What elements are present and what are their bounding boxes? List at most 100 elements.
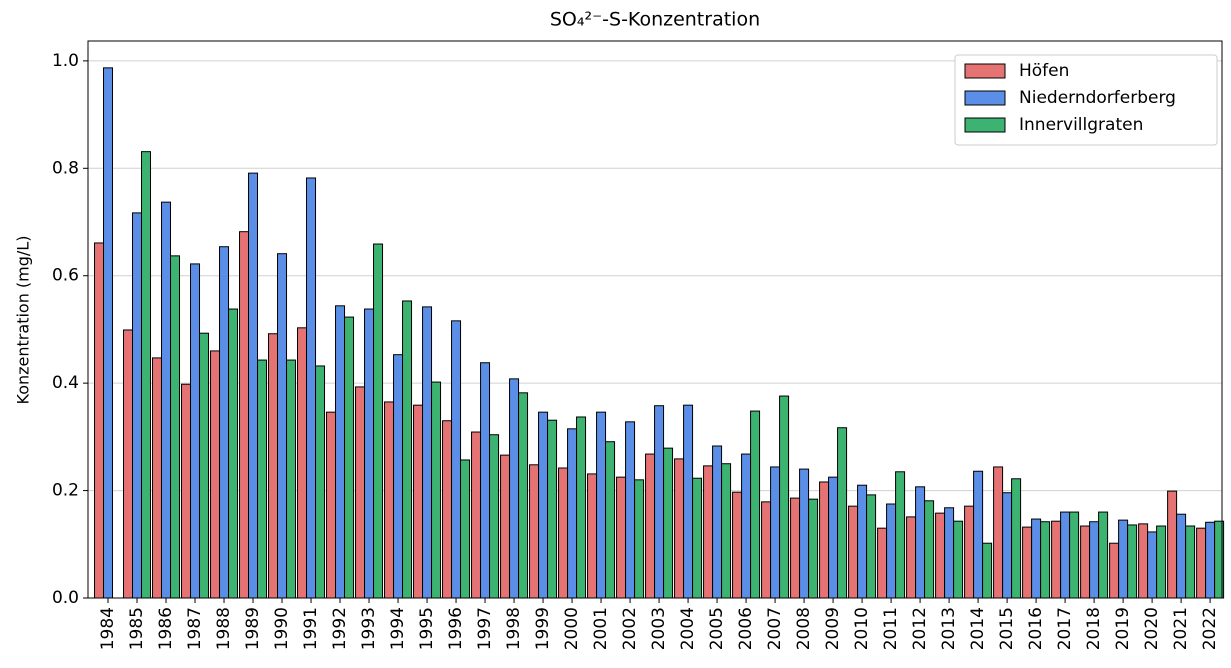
x-tick-label: 2004 xyxy=(678,607,698,650)
bar xyxy=(567,428,578,599)
x-tick-label: 2017 xyxy=(1055,607,1075,650)
bar xyxy=(431,381,442,599)
bar xyxy=(761,501,772,599)
bar xyxy=(315,365,326,599)
x-tick-label: 1996 xyxy=(446,607,466,650)
bar xyxy=(712,445,723,599)
legend-box xyxy=(954,54,1218,146)
bar xyxy=(964,505,975,599)
bar xyxy=(924,500,935,599)
bar xyxy=(152,357,163,599)
y-tick-label: 0.2 xyxy=(52,481,79,501)
bar xyxy=(286,359,297,599)
x-tick-label: 1984 xyxy=(98,607,118,650)
bar xyxy=(616,476,627,599)
x-tick-label: 1990 xyxy=(272,607,292,650)
x-tick-label: 2000 xyxy=(562,607,582,650)
bar xyxy=(161,201,172,599)
bar xyxy=(953,520,964,599)
bar xyxy=(645,453,656,599)
bar xyxy=(257,359,268,599)
bar xyxy=(750,410,761,599)
bar xyxy=(828,476,839,599)
x-tick-label: 2006 xyxy=(736,607,756,650)
bar xyxy=(460,459,471,599)
bar xyxy=(683,404,694,599)
bar xyxy=(770,466,781,599)
x-tick-label: 2015 xyxy=(997,607,1017,650)
bar xyxy=(1147,531,1158,599)
bar xyxy=(228,308,239,599)
x-tick-label: 2018 xyxy=(1084,607,1104,650)
legend-label: Niederndorferberg xyxy=(1019,88,1176,108)
y-axis-label: Konzentration (mg/L) xyxy=(14,236,33,405)
bar xyxy=(663,447,674,599)
bar xyxy=(373,243,384,599)
bar xyxy=(741,453,752,599)
y-tick-label: 0.4 xyxy=(52,373,79,393)
bar xyxy=(819,481,830,599)
bar xyxy=(944,507,955,599)
bar xyxy=(1205,521,1216,599)
bar xyxy=(529,464,540,599)
bar xyxy=(500,454,511,599)
bar xyxy=(355,386,366,599)
legend-swatch xyxy=(964,90,1006,106)
legend-swatch xyxy=(964,63,1006,79)
bar xyxy=(1040,521,1051,599)
bar xyxy=(895,471,906,599)
x-tick-label: 2011 xyxy=(881,607,901,650)
x-tick-label: 1985 xyxy=(127,607,147,650)
bar xyxy=(248,172,259,599)
x-tick-label: 1992 xyxy=(330,607,350,650)
y-tick-label: 0.6 xyxy=(52,266,79,286)
x-tick-label: 2019 xyxy=(1113,607,1133,650)
bar xyxy=(732,491,743,599)
bar xyxy=(210,350,221,599)
bar xyxy=(866,494,877,599)
bar xyxy=(886,503,897,599)
bar xyxy=(190,263,201,599)
x-tick-label: 2021 xyxy=(1171,607,1191,650)
bar xyxy=(94,242,105,599)
bar xyxy=(848,505,859,599)
bar xyxy=(132,212,143,599)
legend-swatch xyxy=(964,117,1006,133)
x-tick-label: 1995 xyxy=(417,607,437,650)
x-tick-label: 1989 xyxy=(243,607,263,650)
bar xyxy=(634,479,645,599)
bar xyxy=(141,151,152,599)
legend-label: Höfen xyxy=(1019,61,1069,81)
bar xyxy=(1011,478,1022,599)
bar xyxy=(692,477,703,599)
bar xyxy=(480,362,491,599)
bar xyxy=(558,467,569,599)
bar xyxy=(654,405,665,599)
x-tick-label: 2003 xyxy=(649,607,669,650)
x-tick-label: 2010 xyxy=(852,607,872,650)
bar xyxy=(277,253,288,599)
bar xyxy=(877,527,888,599)
x-tick-label: 2005 xyxy=(707,607,727,650)
bar xyxy=(402,300,413,599)
x-tick-label: 1986 xyxy=(156,607,176,650)
y-tick-label: 0.8 xyxy=(52,158,79,178)
bar xyxy=(306,177,317,599)
bar xyxy=(1156,525,1167,599)
bar xyxy=(790,497,801,599)
bar xyxy=(1109,542,1120,599)
x-tick-label: 2014 xyxy=(968,607,988,650)
x-tick-label: 1987 xyxy=(185,607,205,650)
x-tick-label: 2013 xyxy=(939,607,959,650)
bar xyxy=(906,516,917,599)
x-tick-label: 2016 xyxy=(1026,607,1046,650)
bar xyxy=(1176,513,1187,599)
bar xyxy=(326,411,337,599)
bar xyxy=(808,498,819,599)
y-tick-label: 0.0 xyxy=(52,588,79,608)
bar xyxy=(170,255,181,599)
bar xyxy=(1185,525,1196,599)
x-tick-label: 2008 xyxy=(794,607,814,650)
bar xyxy=(1089,521,1100,599)
